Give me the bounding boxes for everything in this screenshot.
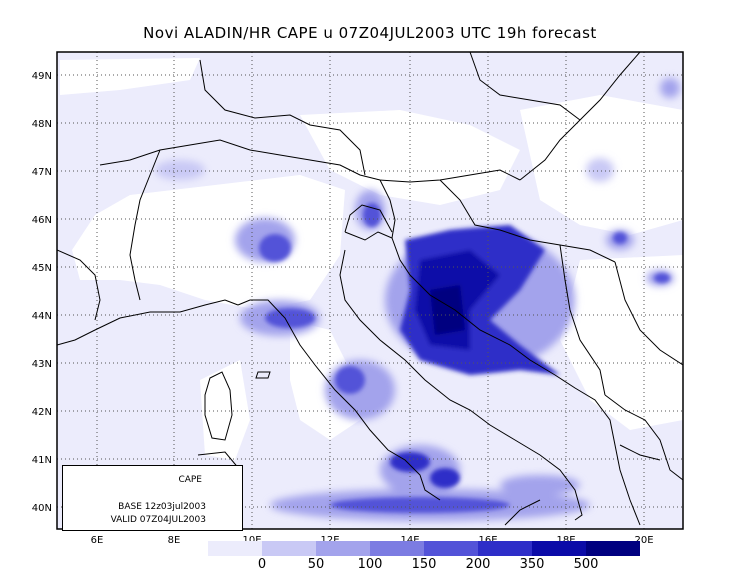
lat-label: 41N <box>32 455 52 466</box>
lon-label: 8E <box>168 535 181 546</box>
legend-swatch <box>370 541 424 556</box>
lat-label: 42N <box>32 407 52 418</box>
grid-lines <box>57 52 683 529</box>
lon-label: 18E <box>556 535 575 546</box>
lat-label: 47N <box>32 167 52 178</box>
lat-label: 44N <box>32 311 52 322</box>
info-box: CAPE BASE 12z03jul2003 VALID 07Z04JUL200… <box>62 465 243 531</box>
legend-swatch <box>262 541 316 556</box>
legend-swatch <box>532 541 586 556</box>
lat-axis: 49N 48N 47N 46N 45N 44N 43N 42N 41N 40N <box>32 71 52 514</box>
map-frame <box>56 51 684 530</box>
cape-field <box>57 52 683 529</box>
lat-label: 49N <box>32 71 52 82</box>
legend-label: 150 <box>411 557 437 572</box>
info-field-label: CAPE <box>178 475 202 485</box>
lat-label: 46N <box>32 215 52 226</box>
lat-label: 48N <box>32 119 52 130</box>
map-title: Novi ALADIN/HR CAPE u 07Z04JUL2003 UTC 1… <box>143 24 597 42</box>
legend-swatch <box>424 541 478 556</box>
legend-label: 350 <box>519 557 545 572</box>
lon-label: 10E <box>242 535 261 546</box>
lon-label: 12E <box>320 535 339 546</box>
coastlines <box>57 52 683 529</box>
legend-swatch <box>316 541 370 556</box>
legend-swatch <box>586 541 640 556</box>
info-valid-time: VALID 07Z04JUL2003 <box>110 515 206 525</box>
lat-label: 40N <box>32 503 52 514</box>
lon-axis: 6E 8E 10E 12E 14E 16E 18E 20E <box>91 535 654 546</box>
lon-label: 14E <box>400 535 419 546</box>
legend-colorbar <box>208 541 640 556</box>
legend-swatch <box>478 541 532 556</box>
legend-label: 200 <box>465 557 491 572</box>
lon-label: 16E <box>478 535 497 546</box>
lat-label: 43N <box>32 359 52 370</box>
legend-label: 50 <box>307 557 325 572</box>
lon-label: 20E <box>634 535 653 546</box>
info-base-time: BASE 12z03jul2003 <box>118 502 206 512</box>
legend-swatch <box>208 541 262 556</box>
lat-label: 45N <box>32 263 52 274</box>
legend-label: 500 <box>573 557 599 572</box>
lon-label: 6E <box>91 535 104 546</box>
legend-label: 100 <box>357 557 383 572</box>
legend-label: 0 <box>257 557 267 572</box>
